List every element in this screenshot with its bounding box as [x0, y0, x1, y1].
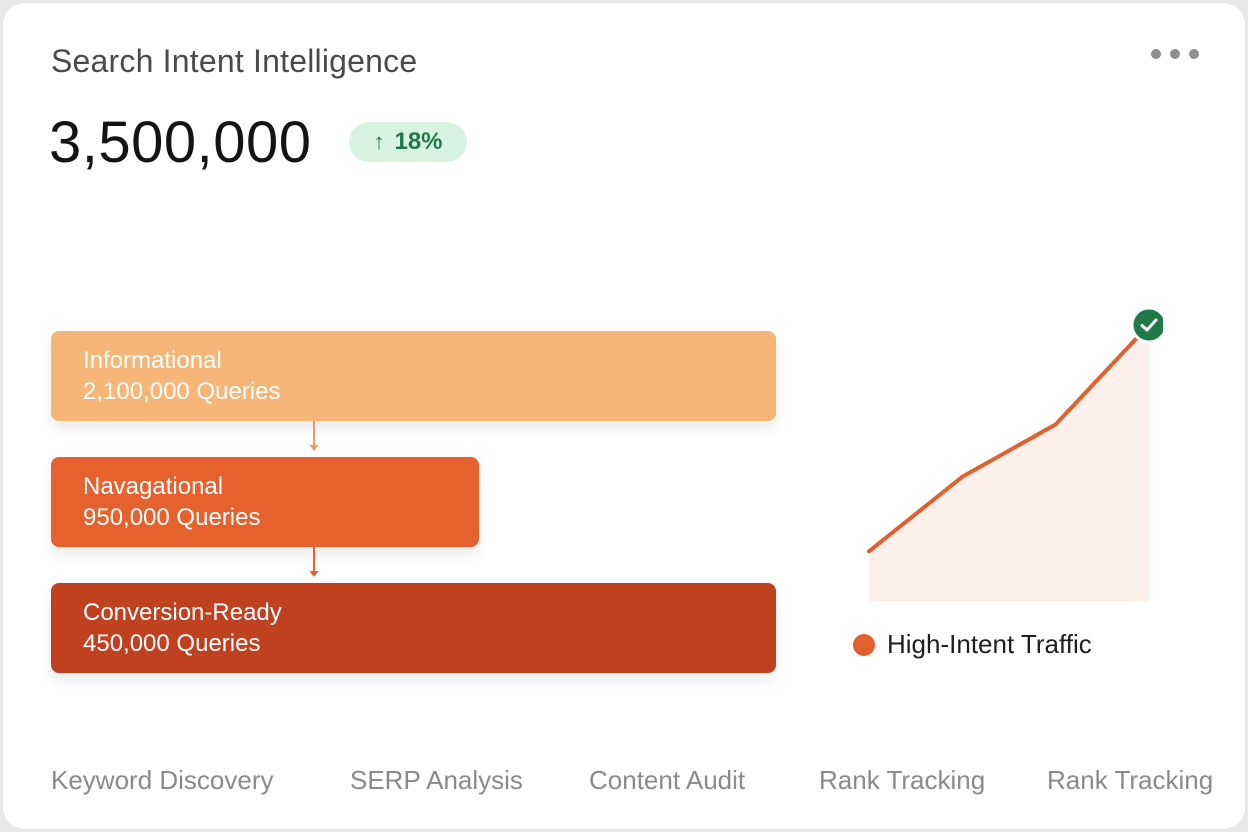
funnel-connector-arrow-icon	[309, 547, 319, 577]
funnel-stage-navigational[interactable]: Navagational 950,000 Queries	[51, 457, 479, 547]
total-queries-value: 3,500,000	[49, 110, 312, 175]
menu-dot	[1151, 49, 1161, 59]
feature-tabs: Keyword Discovery SERP Analysis Content …	[51, 765, 1241, 805]
stage-count: 950,000 Queries	[83, 504, 261, 531]
stage-count: 450,000 Queries	[83, 630, 261, 657]
card-title: Search Intent Intelligence	[51, 43, 418, 79]
legend-label: High-Intent Traffic	[887, 629, 1092, 659]
tab-serp-analysis[interactable]: SERP Analysis	[350, 765, 523, 795]
legend-swatch	[853, 633, 875, 656]
traffic-area-fill	[869, 325, 1149, 601]
growth-percent: 18%	[394, 128, 443, 155]
tab-keyword-discovery[interactable]: Keyword Discovery	[51, 765, 274, 795]
growth-badge: ↑ 18%	[349, 122, 467, 162]
check-circle-icon	[1130, 306, 1163, 344]
menu-dot	[1170, 49, 1180, 59]
tab-rank-tracking-2[interactable]: Rank Tracking	[1047, 765, 1214, 795]
tab-rank-tracking[interactable]: Rank Tracking	[819, 765, 986, 795]
funnel-stage-conversion-ready[interactable]: Conversion-Ready 450,000 Queries	[51, 583, 776, 673]
high-intent-traffic-chart	[867, 306, 1163, 601]
funnel-stage-informational[interactable]: Informational 2,100,000 Queries	[51, 331, 776, 421]
tab-content-audit[interactable]: Content Audit	[589, 765, 746, 795]
stage-label: Informational	[83, 347, 222, 374]
funnel-connector-arrow-icon	[309, 421, 319, 451]
stage-label: Navagational	[83, 473, 224, 500]
stage-label: Conversion-Ready	[83, 599, 282, 626]
arrow-up-icon: ↑	[373, 129, 385, 154]
more-horizontal-icon[interactable]	[1151, 47, 1199, 61]
chart-legend: High-Intent Traffic	[853, 629, 1092, 660]
traffic-line	[867, 323, 1151, 554]
menu-dot	[1189, 49, 1199, 59]
stage-count: 2,100,000 Queries	[83, 378, 281, 405]
